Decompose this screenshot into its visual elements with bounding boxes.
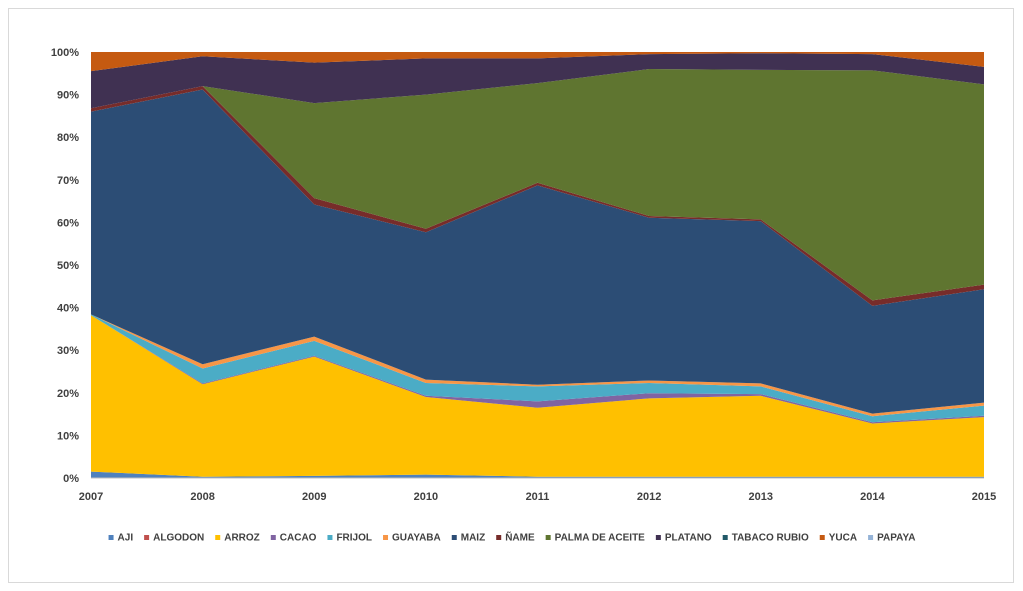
- axes: 0% 10% 20% 30% 40% 50% 60% 70% 80% 90% 100% 2007 200…: [51, 47, 996, 503]
- legend-item-guayaba: GUAYABA: [383, 533, 441, 544]
- legend-swatch: [545, 535, 551, 540]
- legend: AJI ALGODON ARROZ CACAO FRIJOL GUAYABA MAIZ ÑAM…: [108, 531, 915, 544]
- y-tick-label: 100%: [51, 47, 79, 59]
- plot-areas: [91, 52, 984, 478]
- y-tick-label: 80%: [57, 132, 79, 144]
- legend-label: AJI: [118, 533, 134, 544]
- legend-label: ÑAME: [505, 531, 535, 544]
- area-maiz: [91, 89, 984, 414]
- chart-frame: 0% 10% 20% 30% 40% 50% 60% 70% 80% 90% 100% 2007 200…: [8, 8, 1014, 583]
- legend-swatch: [144, 535, 150, 540]
- area-palma-de-aceite: [91, 69, 984, 301]
- area-guayaba: [91, 314, 984, 417]
- legend-swatch: [819, 535, 825, 540]
- legend-label: PLATANO: [665, 533, 712, 544]
- legend-label: PALMA DE ACEITE: [555, 533, 646, 544]
- legend-item-algodon: ALGODON: [144, 533, 204, 544]
- y-tick-label: 60%: [57, 217, 79, 229]
- legend-label: YUCA: [829, 533, 857, 544]
- x-tick-label: 2009: [302, 491, 326, 503]
- legend-swatch: [496, 535, 502, 540]
- legend-item-papaya: PAPAYA: [868, 533, 915, 544]
- y-tick-label: 40%: [57, 303, 79, 315]
- legend-item-maiz: MAIZ: [451, 533, 485, 544]
- y-tick-label: 0%: [63, 473, 79, 485]
- legend-swatch: [383, 535, 389, 540]
- legend-label: PAPAYA: [877, 533, 915, 544]
- x-tick-label: 2013: [749, 491, 773, 503]
- area-aji: [91, 471, 984, 478]
- legend-swatch: [108, 535, 114, 540]
- legend-swatch: [722, 535, 728, 540]
- x-tick-label: 2008: [190, 491, 214, 503]
- y-tick-label: 10%: [57, 430, 79, 442]
- legend-label: ALGODON: [153, 533, 204, 544]
- x-tick-label: 2007: [79, 491, 103, 503]
- legend-item-palma-de-aceite: PALMA DE ACEITE: [545, 533, 646, 544]
- y-tick-label: 90%: [57, 90, 79, 102]
- legend-item-tabaco-rubio: TABACO RUBIO: [722, 533, 809, 544]
- legend-swatch: [655, 535, 661, 540]
- legend-label: FRIJOL: [336, 533, 372, 544]
- x-tick-label: 2010: [414, 491, 438, 503]
- legend-label: GUAYABA: [392, 533, 441, 544]
- x-tick-label: 2015: [972, 491, 996, 503]
- legend-item-yuca: YUCA: [819, 533, 857, 544]
- area-arroz: [91, 315, 984, 477]
- legend-label: CACAO: [280, 533, 317, 544]
- legend-item-aji: AJI: [108, 533, 134, 544]
- legend-label: MAIZ: [461, 533, 485, 544]
- area-frijol: [91, 314, 984, 423]
- area-cacao: [91, 315, 984, 424]
- legend-swatch: [868, 535, 874, 540]
- y-tick-label: 30%: [57, 345, 79, 357]
- area-platano: [91, 53, 984, 109]
- legend-swatch: [451, 535, 457, 540]
- y-tick-label: 50%: [57, 260, 79, 272]
- legend-item-frijol: FRIJOL: [327, 533, 372, 544]
- x-tick-label: 2011: [526, 491, 550, 503]
- legend-label: TABACO RUBIO: [732, 533, 809, 544]
- stacked-area-chart: 0% 10% 20% 30% 40% 50% 60% 70% 80% 90% 100% 2007 200…: [51, 47, 996, 544]
- y-tick-label: 70%: [57, 175, 79, 187]
- y-tick-label: 20%: [57, 388, 79, 400]
- x-tick-label: 2012: [637, 491, 661, 503]
- legend-swatch: [215, 535, 221, 540]
- legend-item-platano: PLATANO: [655, 533, 712, 544]
- legend-item-name: ÑAME: [496, 531, 535, 544]
- legend-item-arroz: ARROZ: [215, 533, 260, 544]
- x-tick-label: 2014: [860, 491, 885, 503]
- legend-swatch: [270, 535, 276, 540]
- legend-label: ARROZ: [224, 533, 260, 544]
- legend-item-cacao: CACAO: [270, 533, 317, 544]
- area-yuca: [91, 52, 984, 72]
- legend-swatch: [327, 535, 333, 540]
